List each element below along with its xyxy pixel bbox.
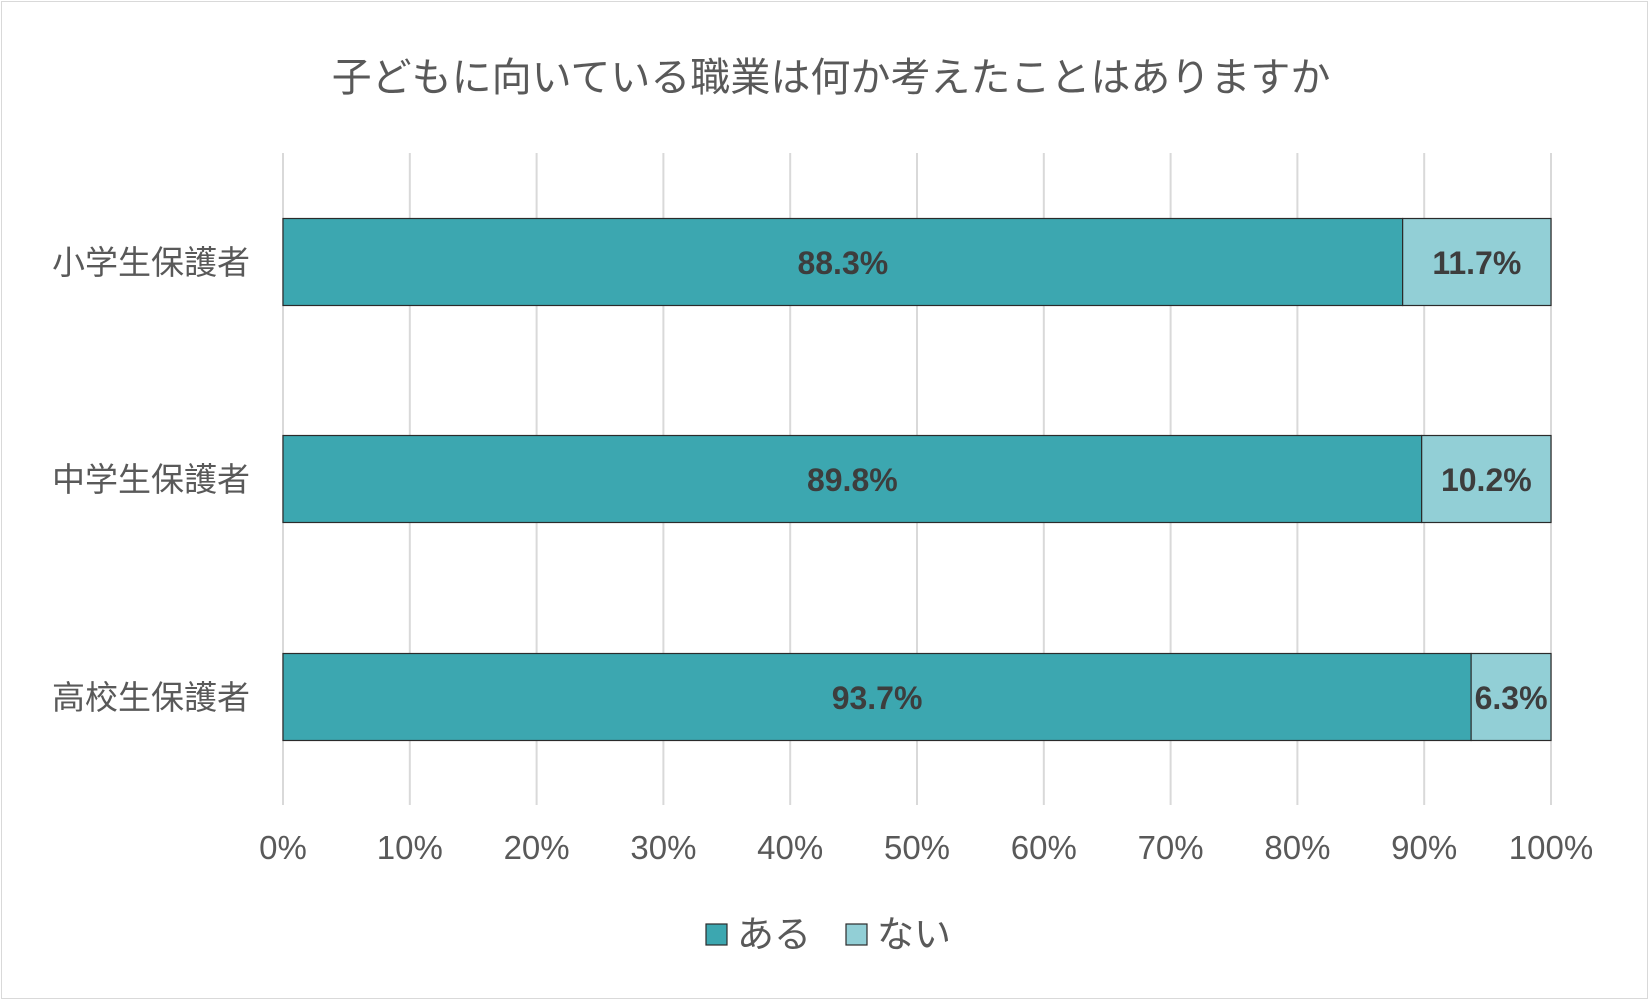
legend-swatch <box>705 923 728 946</box>
legend-swatch <box>845 923 868 946</box>
data-label: 6.3% <box>1475 680 1548 716</box>
category-label: 高校生保護者 <box>52 678 250 717</box>
x-tick-label: 50% <box>884 829 950 866</box>
x-tick-label: 20% <box>504 829 570 866</box>
x-tick-label: 40% <box>757 829 823 866</box>
data-label: 93.7% <box>832 680 923 716</box>
x-tick-label: 70% <box>1138 829 1204 866</box>
x-tick-label: 90% <box>1391 829 1457 866</box>
bars: 88.3% 11.7% 89.8% 10.2% 93.7% 6.3% <box>282 217 1552 742</box>
bar-segment <box>282 217 1404 307</box>
bar-segment <box>1421 434 1552 524</box>
legend-label: ある <box>737 913 811 956</box>
category-label: 小学生保護者 <box>52 243 250 282</box>
chart-title: 子どもに向いている職業は何か考えたことはありますか <box>332 55 1331 101</box>
x-tick-label: 100% <box>1509 829 1593 866</box>
data-label: 11.7% <box>1432 245 1521 281</box>
data-label: 89.8% <box>807 462 898 498</box>
bar-segment <box>1402 217 1552 307</box>
data-label: 88.3% <box>797 245 888 281</box>
bar-segment <box>282 652 1472 742</box>
x-axis-ticks: 0% 10% 20% 30% 40% 50% 60% 70% 80% 90% 100% <box>259 829 1593 866</box>
data-label: 10.2% <box>1441 462 1532 498</box>
x-tick-label: 0% <box>259 829 307 866</box>
bar-segment <box>282 434 1423 524</box>
x-tick-label: 60% <box>1011 829 1077 866</box>
legend: ある ない <box>705 913 951 956</box>
x-tick-label: 80% <box>1264 829 1330 866</box>
bar-segment <box>1470 652 1552 742</box>
x-tick-label: 30% <box>630 829 696 866</box>
legend-label: ない <box>877 913 951 956</box>
category-label: 中学生保護者 <box>52 460 250 499</box>
x-tick-label: 10% <box>377 829 443 866</box>
